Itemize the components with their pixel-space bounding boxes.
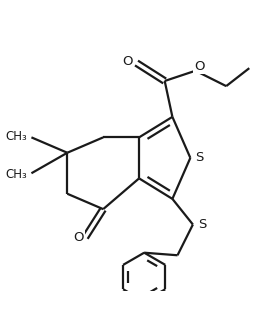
Text: CH₃: CH₃	[6, 130, 28, 142]
Text: S: S	[195, 151, 204, 164]
Text: O: O	[122, 55, 133, 68]
Text: CH₃: CH₃	[6, 168, 28, 181]
Text: O: O	[74, 231, 84, 244]
Text: O: O	[194, 60, 205, 73]
Text: S: S	[198, 218, 206, 231]
